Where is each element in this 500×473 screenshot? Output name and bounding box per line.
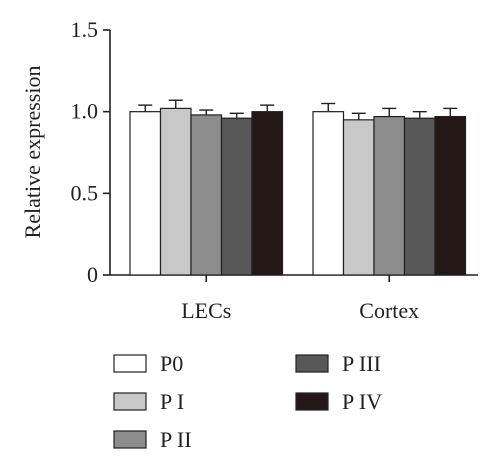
bar (312, 111, 345, 276)
legend-label: P III (342, 351, 381, 376)
bar (190, 114, 223, 276)
x-tick-label: Cortex (359, 298, 419, 323)
legend-swatch (295, 354, 329, 373)
bar (403, 117, 436, 276)
legend-swatch (295, 392, 329, 411)
axes: 0 0.5 1.0 1.5 LECs Cortex (71, 17, 478, 323)
legend-swatch (113, 354, 147, 373)
bar (159, 107, 192, 276)
y-tick-label: 0 (87, 262, 98, 287)
x-tick-label: LECs (181, 298, 231, 323)
axis-labels: Relative expression (20, 66, 45, 239)
bar (434, 115, 467, 276)
bar (373, 115, 406, 276)
legend-swatch (113, 392, 147, 411)
bar (251, 111, 284, 276)
legend: P0 P I P II P III P IV (113, 351, 382, 452)
bar (342, 119, 375, 276)
legend-label: P IV (342, 389, 382, 414)
legend-label: P0 (160, 351, 183, 376)
bar (220, 117, 253, 276)
y-tick-label: 1.0 (71, 99, 99, 124)
y-axis-title: Relative expression (20, 66, 45, 239)
legend-swatch (113, 430, 147, 449)
bar (129, 111, 162, 276)
y-tick-label: 1.5 (71, 17, 99, 42)
y-tick-label: 0.5 (71, 180, 99, 205)
error-bars (138, 99, 458, 120)
bars (129, 107, 467, 276)
legend-label: P II (160, 427, 192, 452)
legend-label: P I (160, 389, 184, 414)
